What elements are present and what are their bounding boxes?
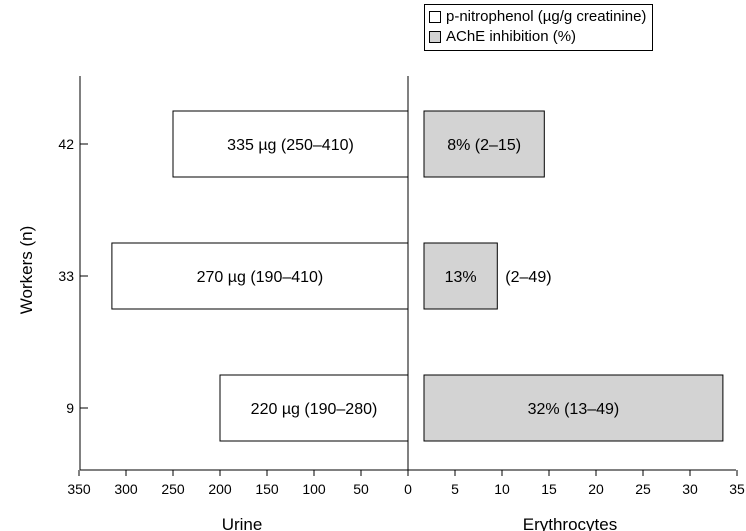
x-tick-label: 25 (635, 481, 651, 497)
x-tick-label: 5 (451, 481, 459, 497)
y-tick-label: 9 (66, 400, 74, 416)
bar-ache-inhibition (423, 374, 724, 442)
legend: p-nitrophenol (µg/g creatinine) AChE inh… (424, 4, 654, 51)
y-tick-label: 42 (58, 136, 74, 152)
x-tick-label: 50 (353, 481, 369, 497)
bars: 335 µg (250–410) 8% (2–15) 270 µg (190–410… (111, 110, 724, 442)
legend-item-p-nitrophenol: p-nitrophenol (µg/g creatinine) (429, 7, 646, 27)
x-tick-label: 30 (682, 481, 698, 497)
x-tick-label: 0 (404, 481, 412, 497)
x-axis-label-erythrocytes: Erythrocytes (523, 515, 617, 531)
legend-label-ache: AChE inhibition (%) (446, 28, 577, 45)
legend-swatch-grey (429, 31, 441, 43)
x-tick-label: 35 (729, 481, 745, 497)
bar-ache-inhibition (423, 242, 498, 310)
bar-p-nitrophenol (172, 110, 409, 178)
legend-label-p-nitrophenol: p-nitrophenol (µg/g creatinine) (446, 8, 647, 25)
x-tick-label: 15 (541, 481, 557, 497)
bar-p-nitrophenol (219, 374, 409, 442)
tick-labels: 42 33 9 350 300 250 200 150 100 50 0 5 10 15 20 25 30 35 (58, 136, 745, 497)
x-tick-label: 150 (255, 481, 279, 497)
x-axis-label-urine: Urine (222, 515, 263, 531)
x-tick-label: 100 (302, 481, 326, 497)
bar-label-p-nitrophenol: 220 µg (190–280) (251, 401, 378, 418)
bar-label-ache: 32% (13–49) (528, 401, 620, 418)
x-tick-label: 200 (208, 481, 232, 497)
x-tick-label: 250 (161, 481, 185, 497)
y-tick-label: 33 (58, 268, 74, 284)
x-tick-label: 10 (494, 481, 510, 497)
bar-label-p-nitrophenol: 270 µg (190–410) (197, 269, 324, 286)
legend-swatch-white (429, 11, 441, 23)
bar-p-nitrophenol (111, 242, 409, 310)
bar-label-p-nitrophenol: 335 µg (250–410) (227, 137, 354, 154)
x-tick-label: 350 (67, 481, 91, 497)
bar-label-ache: 13% (445, 269, 477, 286)
bar-outside-label-ache: (2–49) (505, 269, 551, 286)
bar-label-ache: 8% (2–15) (447, 137, 521, 154)
y-axis-label: Workers (n) (17, 226, 36, 314)
bar-ache-inhibition (423, 110, 545, 178)
x-tick-label: 300 (114, 481, 138, 497)
legend-item-ache: AChE inhibition (%) (429, 27, 646, 47)
x-tick-label: 20 (588, 481, 604, 497)
